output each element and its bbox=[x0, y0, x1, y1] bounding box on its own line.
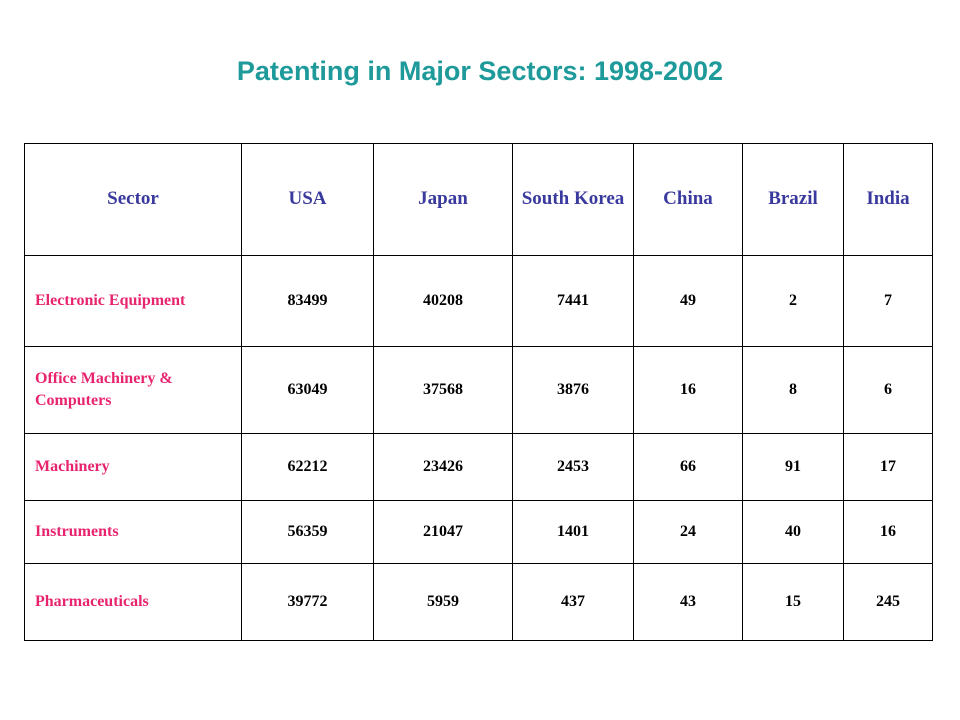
table-row: Office Machinery & Computers 63049 37568… bbox=[24, 346, 933, 434]
value-cell: 62212 bbox=[241, 433, 374, 501]
value-cell: 5959 bbox=[373, 563, 513, 641]
patent-table: Sector USA Japan South Korea China Brazi… bbox=[24, 143, 933, 641]
value-cell: 15 bbox=[742, 563, 844, 641]
value-cell: 21047 bbox=[373, 500, 513, 564]
table-row: Instruments 56359 21047 1401 24 40 16 bbox=[24, 500, 933, 564]
value-cell: 16 bbox=[633, 346, 743, 434]
value-cell: 17 bbox=[843, 433, 933, 501]
value-cell: 39772 bbox=[241, 563, 374, 641]
sector-cell: Instruments bbox=[24, 500, 242, 564]
sector-cell: Office Machinery & Computers bbox=[24, 346, 242, 434]
header-south-korea: South Korea bbox=[512, 143, 634, 256]
table-row: Machinery 62212 23426 2453 66 91 17 bbox=[24, 433, 933, 501]
value-cell: 40 bbox=[742, 500, 844, 564]
page-title: Patenting in Major Sectors: 1998-2002 bbox=[236, 56, 724, 86]
header-sector: Sector bbox=[24, 143, 242, 256]
value-cell: 7 bbox=[843, 255, 933, 347]
value-cell: 1401 bbox=[512, 500, 634, 564]
value-cell: 3876 bbox=[512, 346, 634, 434]
sector-cell: Pharmaceuticals bbox=[24, 563, 242, 641]
value-cell: 43 bbox=[633, 563, 743, 641]
value-cell: 245 bbox=[843, 563, 933, 641]
header-usa: USA bbox=[241, 143, 374, 256]
value-cell: 8 bbox=[742, 346, 844, 434]
value-cell: 56359 bbox=[241, 500, 374, 564]
value-cell: 66 bbox=[633, 433, 743, 501]
value-cell: 437 bbox=[512, 563, 634, 641]
value-cell: 23426 bbox=[373, 433, 513, 501]
value-cell: 63049 bbox=[241, 346, 374, 434]
value-cell: 2 bbox=[742, 255, 844, 347]
value-cell: 83499 bbox=[241, 255, 374, 347]
value-cell: 2453 bbox=[512, 433, 634, 501]
value-cell: 7441 bbox=[512, 255, 634, 347]
value-cell: 91 bbox=[742, 433, 844, 501]
value-cell: 40208 bbox=[373, 255, 513, 347]
value-cell: 37568 bbox=[373, 346, 513, 434]
sector-cell: Electronic Equipment bbox=[24, 255, 242, 347]
value-cell: 24 bbox=[633, 500, 743, 564]
value-cell: 49 bbox=[633, 255, 743, 347]
sector-cell: Machinery bbox=[24, 433, 242, 501]
header-japan: Japan bbox=[373, 143, 513, 256]
value-cell: 16 bbox=[843, 500, 933, 564]
table-row: Pharmaceuticals 39772 5959 437 43 15 245 bbox=[24, 563, 933, 641]
header-row: Sector USA Japan South Korea China Brazi… bbox=[24, 143, 933, 256]
header-india: India bbox=[843, 143, 933, 256]
header-brazil: Brazil bbox=[742, 143, 844, 256]
header-china: China bbox=[633, 143, 743, 256]
table-row: Electronic Equipment 83499 40208 7441 49… bbox=[24, 255, 933, 347]
value-cell: 6 bbox=[843, 346, 933, 434]
